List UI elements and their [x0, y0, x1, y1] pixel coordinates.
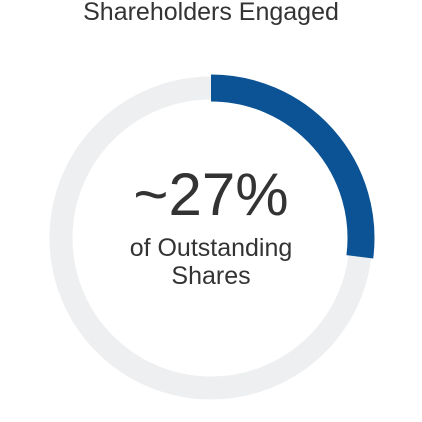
center-text: Shares	[171, 262, 250, 290]
chart-title: Shareholders Engaged	[83, 0, 339, 26]
center-text: of Outstanding	[130, 234, 293, 262]
donut-segment	[210, 74, 375, 259]
value-label: ~27%	[133, 161, 288, 228]
